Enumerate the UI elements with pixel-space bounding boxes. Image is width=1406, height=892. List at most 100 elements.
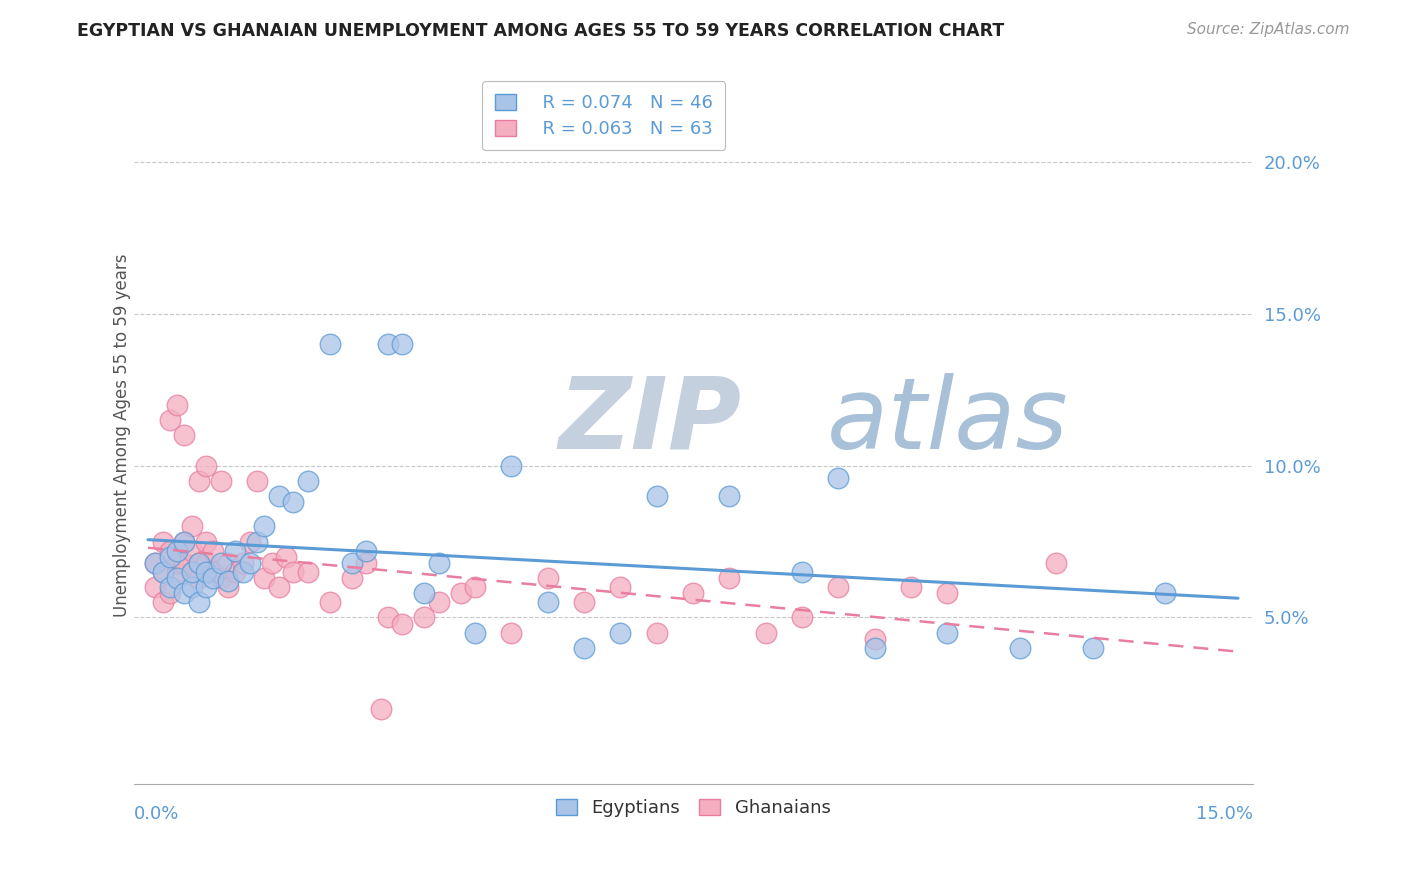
Point bbox=[159, 549, 181, 564]
Point bbox=[152, 534, 174, 549]
Point bbox=[166, 571, 188, 585]
Point bbox=[900, 580, 922, 594]
Point bbox=[253, 571, 276, 585]
Point bbox=[143, 580, 166, 594]
Point bbox=[209, 474, 232, 488]
Point bbox=[370, 701, 392, 715]
Point bbox=[297, 565, 319, 579]
Point bbox=[195, 565, 218, 579]
Text: Source: ZipAtlas.com: Source: ZipAtlas.com bbox=[1187, 22, 1350, 37]
Point bbox=[187, 571, 209, 585]
Text: 0.0%: 0.0% bbox=[134, 805, 179, 823]
Point bbox=[195, 534, 218, 549]
Text: atlas: atlas bbox=[827, 373, 1069, 470]
Point bbox=[267, 580, 290, 594]
Point bbox=[166, 543, 188, 558]
Point bbox=[572, 595, 595, 609]
Point bbox=[377, 610, 399, 624]
Point bbox=[231, 556, 253, 570]
Point bbox=[354, 556, 377, 570]
Point bbox=[159, 580, 181, 594]
Point bbox=[427, 595, 450, 609]
Point bbox=[173, 534, 195, 549]
Point bbox=[159, 586, 181, 600]
Point bbox=[239, 556, 262, 570]
Point bbox=[450, 586, 472, 600]
Point bbox=[537, 571, 560, 585]
Point bbox=[187, 595, 209, 609]
Point bbox=[936, 586, 959, 600]
Point bbox=[187, 474, 209, 488]
Point bbox=[195, 580, 218, 594]
Point bbox=[827, 471, 849, 485]
Point bbox=[297, 474, 319, 488]
Point bbox=[718, 571, 741, 585]
Point bbox=[501, 458, 523, 473]
Point bbox=[217, 580, 239, 594]
Point bbox=[682, 586, 704, 600]
Point bbox=[609, 580, 631, 594]
Point bbox=[413, 610, 436, 624]
Text: ZIP: ZIP bbox=[558, 373, 742, 470]
Point bbox=[319, 337, 342, 351]
Point bbox=[276, 549, 298, 564]
Point bbox=[180, 543, 202, 558]
Point bbox=[572, 640, 595, 655]
Point bbox=[645, 625, 668, 640]
Point bbox=[391, 337, 413, 351]
Point bbox=[180, 580, 202, 594]
Point bbox=[340, 556, 363, 570]
Point bbox=[464, 625, 486, 640]
Point bbox=[202, 543, 225, 558]
Point bbox=[936, 625, 959, 640]
Point bbox=[283, 565, 305, 579]
Point bbox=[180, 565, 202, 579]
Point bbox=[464, 580, 486, 594]
Point bbox=[253, 519, 276, 533]
Point bbox=[173, 556, 195, 570]
Point bbox=[537, 595, 560, 609]
Point bbox=[790, 565, 813, 579]
Legend: Egyptians, Ghanaians: Egyptians, Ghanaians bbox=[548, 791, 838, 824]
Text: 15.0%: 15.0% bbox=[1195, 805, 1253, 823]
Point bbox=[609, 625, 631, 640]
Point bbox=[863, 632, 886, 646]
Point bbox=[195, 556, 218, 570]
Point bbox=[340, 571, 363, 585]
Point bbox=[173, 428, 195, 442]
Point bbox=[143, 556, 166, 570]
Point bbox=[152, 565, 174, 579]
Point bbox=[180, 519, 202, 533]
Point bbox=[501, 625, 523, 640]
Point bbox=[239, 534, 262, 549]
Y-axis label: Unemployment Among Ages 55 to 59 years: Unemployment Among Ages 55 to 59 years bbox=[114, 253, 131, 617]
Point bbox=[224, 565, 246, 579]
Point bbox=[354, 543, 377, 558]
Point bbox=[173, 586, 195, 600]
Point bbox=[1045, 556, 1067, 570]
Point bbox=[202, 565, 225, 579]
Point bbox=[267, 489, 290, 503]
Point bbox=[260, 556, 283, 570]
Point bbox=[283, 495, 305, 509]
Point bbox=[217, 556, 239, 570]
Point bbox=[827, 580, 849, 594]
Point bbox=[1154, 586, 1177, 600]
Point bbox=[187, 556, 209, 570]
Point bbox=[166, 565, 188, 579]
Point bbox=[166, 398, 188, 412]
Point bbox=[159, 543, 181, 558]
Point bbox=[143, 556, 166, 570]
Point bbox=[217, 574, 239, 588]
Point bbox=[202, 571, 225, 585]
Point bbox=[152, 595, 174, 609]
Point bbox=[1081, 640, 1104, 655]
Point bbox=[391, 616, 413, 631]
Point bbox=[246, 534, 269, 549]
Point bbox=[718, 489, 741, 503]
Point bbox=[224, 543, 246, 558]
Point bbox=[159, 413, 181, 427]
Point bbox=[195, 458, 218, 473]
Point bbox=[180, 565, 202, 579]
Point bbox=[755, 625, 778, 640]
